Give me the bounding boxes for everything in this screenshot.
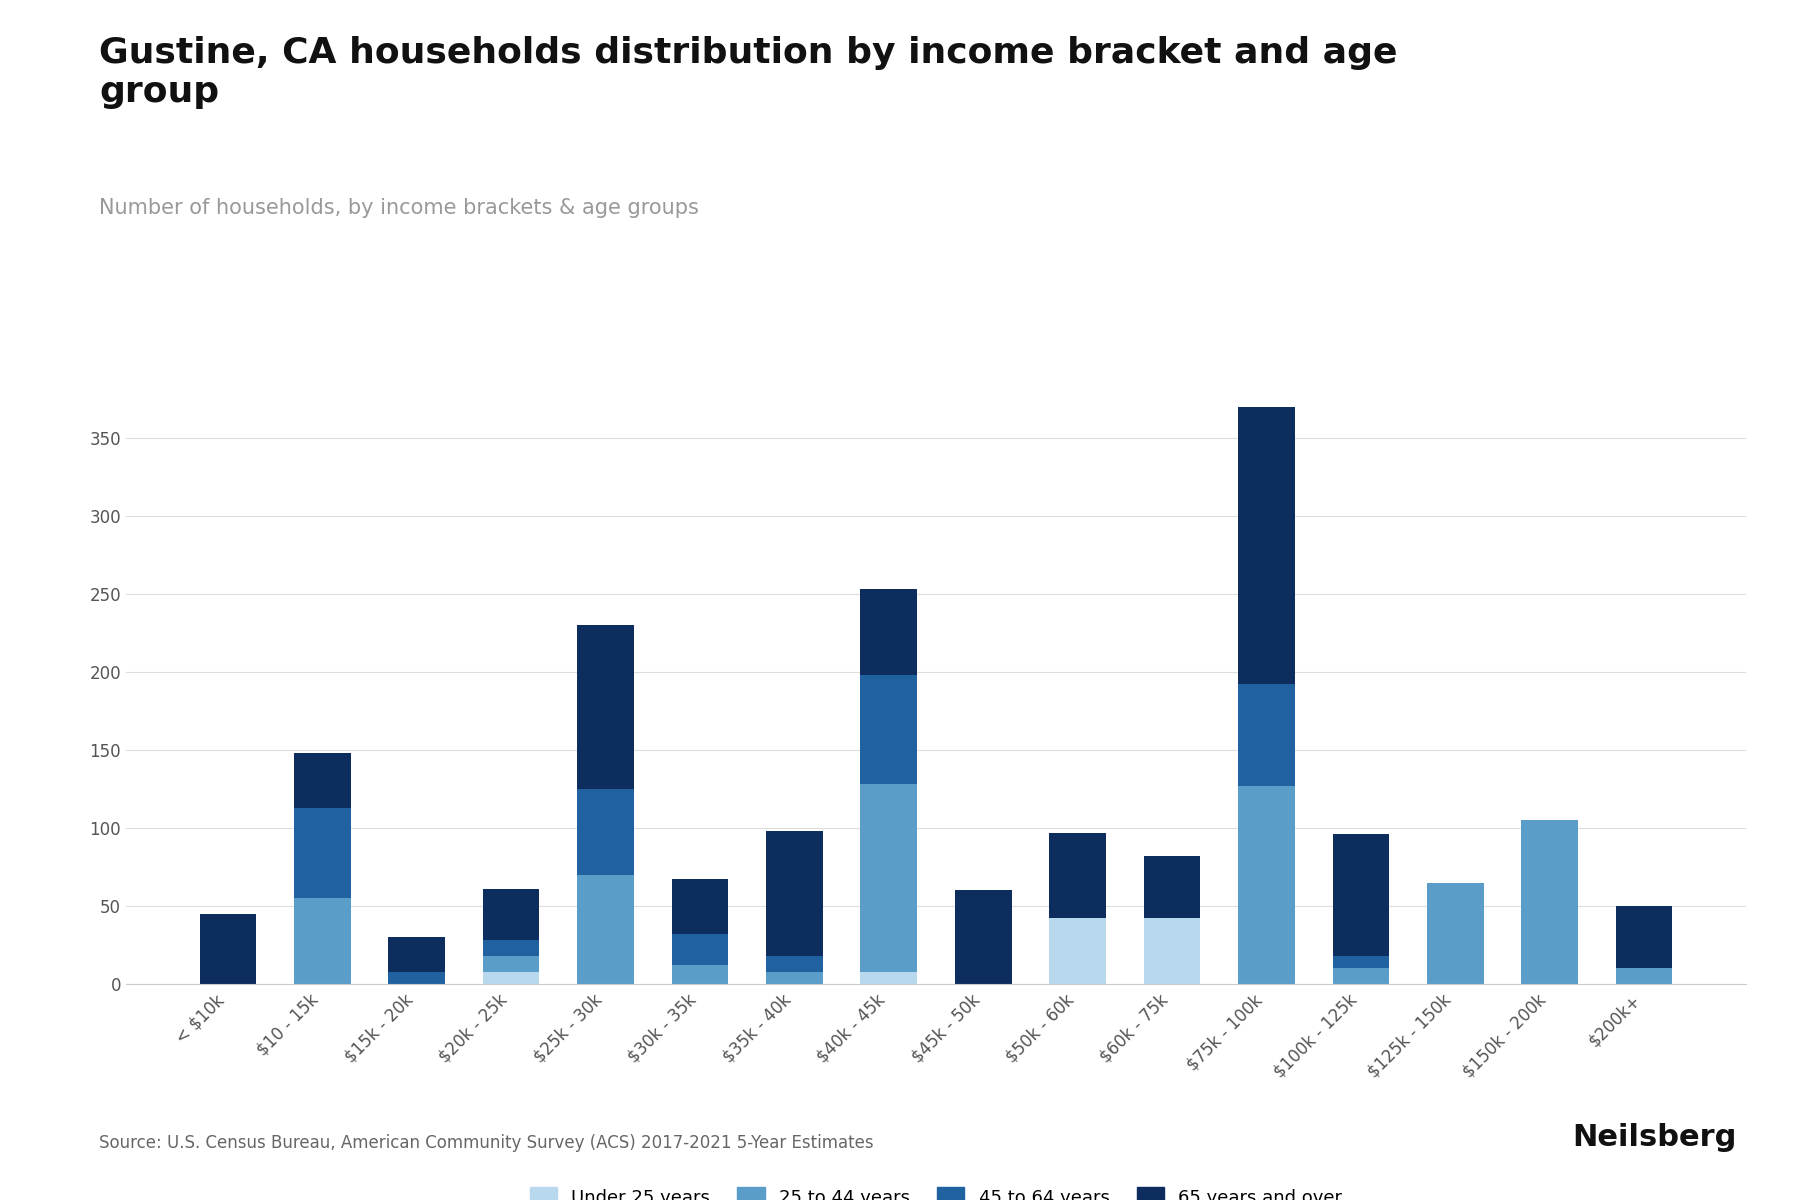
Bar [671,965,729,984]
Bar [1238,684,1294,786]
Bar [1616,968,1672,984]
Bar [1521,821,1579,984]
Bar [1143,856,1201,918]
Legend: Under 25 years, 25 to 44 years, 45 to 64 years, 65 years and over: Under 25 years, 25 to 44 years, 45 to 64… [522,1181,1350,1200]
Bar [1238,786,1294,984]
Text: Neilsberg: Neilsberg [1573,1123,1737,1152]
Bar [1049,918,1105,984]
Bar [482,972,540,984]
Bar [389,972,445,984]
Bar [1332,956,1390,968]
Bar [482,941,540,956]
Bar [482,956,540,972]
Text: Gustine, CA households distribution by income bracket and age
group: Gustine, CA households distribution by i… [99,36,1397,109]
Bar [671,934,729,965]
Bar [293,808,351,898]
Bar [1332,834,1390,956]
Text: Number of households, by income brackets & age groups: Number of households, by income brackets… [99,198,698,218]
Bar [860,972,918,984]
Bar [954,890,1012,984]
Bar [389,937,445,972]
Bar [1238,407,1294,684]
Bar [860,676,918,785]
Bar [200,914,256,984]
Bar [1143,918,1201,984]
Bar [860,785,918,972]
Bar [767,832,823,956]
Bar [860,589,918,676]
Bar [767,972,823,984]
Bar [293,754,351,808]
Bar [671,880,729,934]
Bar [1616,906,1672,968]
Bar [578,875,634,984]
Bar [1427,883,1483,984]
Bar [578,790,634,875]
Bar [767,956,823,972]
Bar [293,898,351,984]
Text: Source: U.S. Census Bureau, American Community Survey (ACS) 2017-2021 5-Year Est: Source: U.S. Census Bureau, American Com… [99,1134,873,1152]
Bar [482,889,540,941]
Bar [1332,968,1390,984]
Bar [578,625,634,790]
Bar [1049,833,1105,918]
